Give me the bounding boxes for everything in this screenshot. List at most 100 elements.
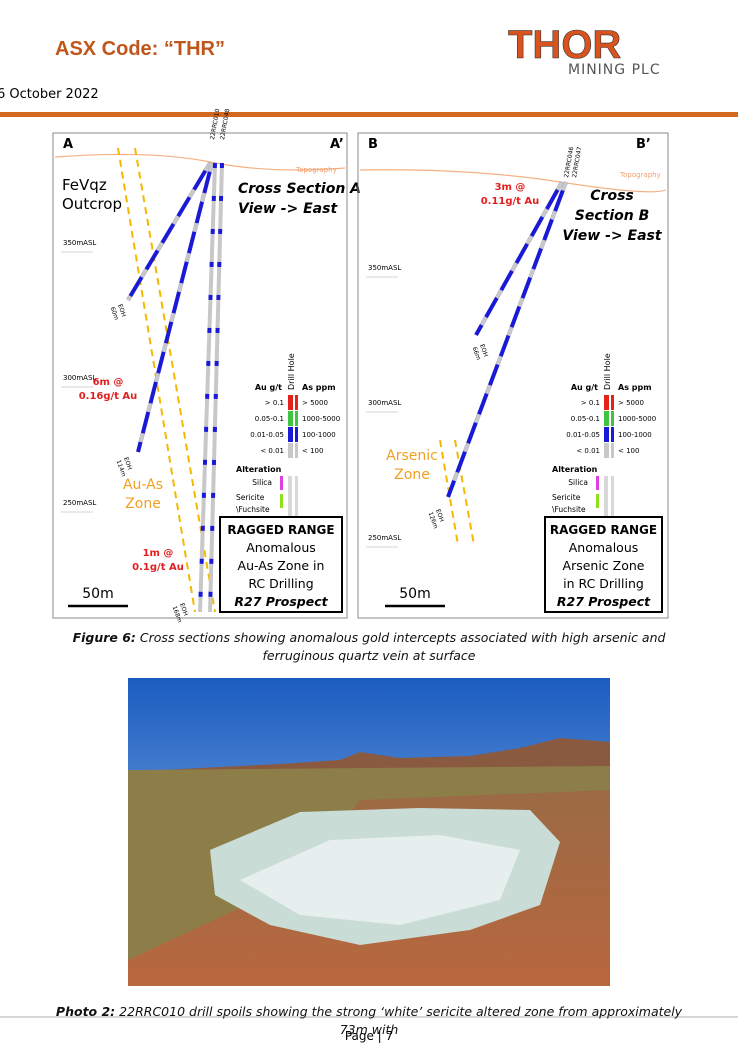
legend-swatch (295, 395, 298, 410)
zone-label: Arsenic (386, 448, 438, 464)
section-title: Section B (575, 208, 650, 224)
legend-title: Drill Hole (603, 353, 612, 390)
legend-swatch (288, 395, 293, 410)
legend-label: Silica (568, 478, 588, 487)
legend-label: 1000-5000 (302, 415, 340, 423)
scale-label: 50m (399, 586, 430, 602)
legend-swatch (611, 427, 614, 442)
project-box-text: RAGGED RANGE (227, 523, 334, 537)
legend-label: > 5000 (618, 399, 644, 407)
legend-label: < 100 (618, 447, 639, 455)
legend-title: Au g/t (571, 383, 598, 392)
eoh-label: EOH (122, 456, 133, 471)
elevation-label: 250mASL (63, 499, 96, 507)
legend-swatch (611, 395, 614, 410)
intercept-label: 0.16g/t Au (79, 391, 138, 402)
drill-hole (474, 181, 564, 336)
intercept-label: 0.1g/t Au (132, 562, 184, 573)
project-box-text: R27 Prospect (557, 594, 651, 609)
legend-swatch (604, 476, 608, 516)
legend-swatch (596, 476, 599, 490)
intercept-label: 6m @ (93, 377, 124, 388)
legend-label: < 0.01 (260, 447, 284, 455)
legend-swatch (288, 443, 293, 458)
scale-label: 50m (82, 586, 113, 602)
legend-swatch (611, 411, 614, 426)
elevation-label: 350mASL (63, 239, 96, 247)
project-box-text: in RC Drilling (563, 576, 644, 591)
legend-swatch (611, 476, 614, 516)
eoh-label: EOH (478, 343, 489, 358)
eoh-label: 66m (471, 346, 482, 361)
legend-title: Drill Hole (287, 353, 296, 390)
project-box-text: Au-As Zone in (238, 558, 325, 573)
project-box (544, 516, 663, 613)
legend-label: 0.01-0.05 (250, 431, 284, 439)
legend-swatch (288, 411, 293, 426)
project-box-text: Arsenic Zone (563, 558, 645, 573)
asx-code: ASX Code: “THR” (55, 38, 225, 60)
project-box-text: Anomalous (246, 540, 316, 555)
legend-title: Au g/t (255, 383, 282, 392)
drill-hole (208, 162, 224, 613)
outcrop-label: Outcrop (62, 195, 122, 213)
eoh-label: EOH (178, 602, 189, 617)
legend-label: 100-1000 (618, 431, 652, 439)
elevation-label: 350mASL (368, 264, 401, 272)
section-label: A (63, 137, 73, 152)
caption-text: Cross sections showing anomalous gold in… (139, 630, 666, 663)
legend-label: > 0.1 (581, 399, 600, 407)
section-title: View -> East (562, 228, 662, 244)
legend-title: Alteration (552, 465, 598, 474)
legend-label: Sericite (552, 493, 581, 502)
legend-label: 100-1000 (302, 431, 336, 439)
project-box-text: RC Drilling (248, 576, 313, 591)
legend-swatch (288, 427, 293, 442)
legend-label: 0.01-0.05 (566, 431, 600, 439)
legend-label: Silica (252, 478, 272, 487)
legend-swatch (604, 443, 609, 458)
panel-frame (357, 132, 669, 619)
topography-line (359, 169, 667, 193)
logo-sub: MINING PLC (568, 62, 661, 78)
section-label: B (368, 137, 378, 152)
logo-name: THOR (508, 23, 621, 67)
legend-title: As ppm (302, 383, 336, 392)
zone-label: Zone (125, 496, 161, 512)
legend-swatch (288, 476, 292, 516)
project-box-text: RAGGED RANGE (550, 523, 657, 537)
section-title: View -> East (238, 201, 338, 217)
panel-frame (52, 132, 348, 619)
drill-hole (126, 161, 212, 302)
zone-label: Au-As (123, 477, 163, 493)
legend-label: 0.05-0.1 (255, 415, 284, 423)
photo-spoils-white (240, 835, 520, 925)
outcrop-label: FeVqz (62, 176, 107, 194)
legend-swatch (295, 443, 298, 458)
legend-swatch (280, 476, 283, 490)
figure-caption: Figure 6: Cross sections showing anomalo… (40, 629, 698, 665)
legend-label: < 0.01 (576, 447, 600, 455)
caption-label: Photo 2: (55, 1004, 116, 1019)
section-title: Cross Section A (238, 181, 361, 197)
caption-text: 22RRC010 drill spoils showing the strong… (119, 1004, 683, 1037)
date: 6 October 2022 (0, 87, 99, 102)
legend-swatch (604, 411, 609, 426)
legend-swatch (596, 494, 599, 508)
eoh-label: 60m (109, 306, 120, 321)
legend-label: \Fuchsite (236, 505, 270, 514)
header-rule (0, 112, 738, 117)
caption-label: Figure 6: (72, 630, 136, 645)
page-number: Page | 7 (345, 1029, 393, 1043)
legend-title: Alteration (236, 465, 282, 474)
drill-hole-assay (446, 181, 568, 498)
intercept-label: 3m @ (495, 182, 526, 193)
legend-swatch (611, 443, 614, 458)
zone-label: Zone (394, 467, 430, 483)
topography-label: Topography (619, 171, 661, 179)
project-box-text: Anomalous (569, 540, 639, 555)
drill-hole (198, 162, 217, 613)
drill-hole-assay (136, 162, 214, 453)
